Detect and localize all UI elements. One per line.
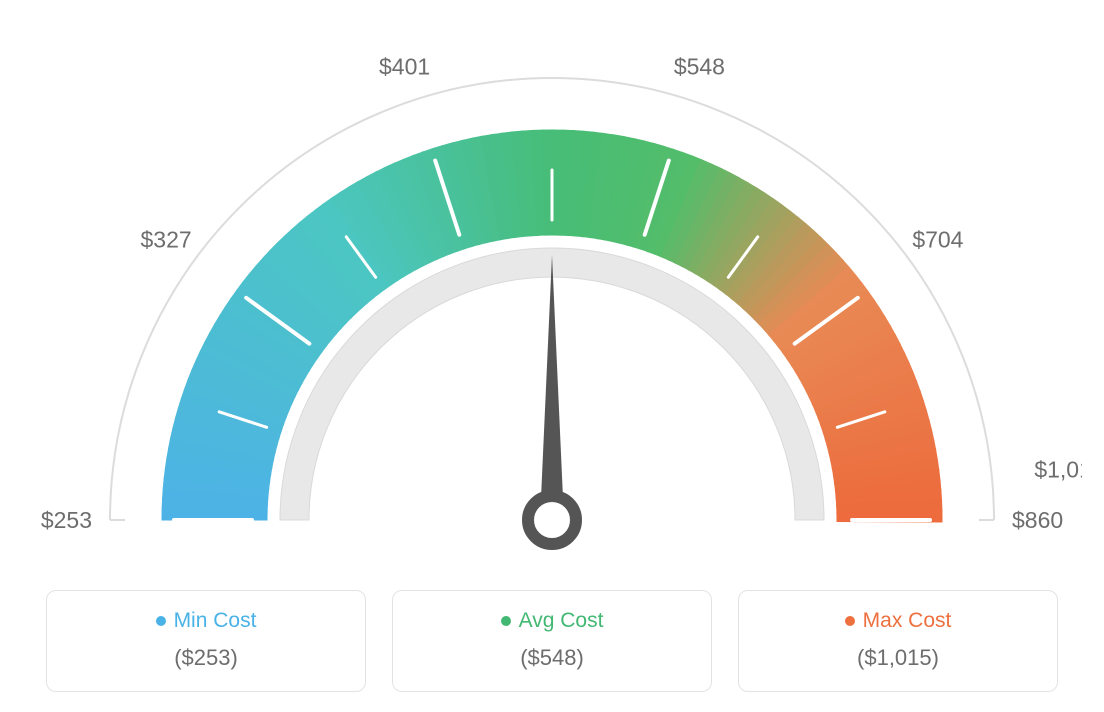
legend-value-max: ($1,015) bbox=[749, 645, 1047, 671]
legend-card-avg: Avg Cost ($548) bbox=[392, 590, 712, 692]
legend-label-line-max: Max Cost bbox=[845, 609, 952, 633]
legend-label-avg: Avg Cost bbox=[519, 609, 604, 633]
legend-dot-avg bbox=[501, 616, 511, 626]
gauge-tick-label: $253 bbox=[41, 507, 92, 533]
legend-row: Min Cost ($253) Avg Cost ($548) Max Cost… bbox=[20, 590, 1084, 692]
legend-value-min: ($253) bbox=[57, 645, 355, 671]
gauge-tick-label: $327 bbox=[141, 227, 192, 253]
gauge-svg: $253 $327 $401 $548 $704 $860 $1,015 bbox=[22, 20, 1082, 580]
gauge-tick-label: $860 bbox=[1012, 507, 1063, 533]
legend-value-avg: ($548) bbox=[403, 645, 701, 671]
gauge-tick-label-max: $1,015 bbox=[1034, 456, 1082, 482]
gauge-tick-label: $401 bbox=[379, 53, 430, 79]
legend-dot-min bbox=[156, 616, 166, 626]
legend-label-min: Min Cost bbox=[174, 609, 257, 633]
cost-gauge-chart: $253 $327 $401 $548 $704 $860 $1,015 bbox=[20, 20, 1084, 580]
gauge-tick-label: $704 bbox=[912, 227, 963, 253]
gauge-needle bbox=[540, 255, 564, 520]
legend-card-min: Min Cost ($253) bbox=[46, 590, 366, 692]
gauge-tick-label: $548 bbox=[674, 53, 725, 79]
legend-card-max: Max Cost ($1,015) bbox=[738, 590, 1058, 692]
legend-label-line-min: Min Cost bbox=[156, 609, 257, 633]
legend-label-line-avg: Avg Cost bbox=[501, 609, 604, 633]
legend-dot-max bbox=[845, 616, 855, 626]
gauge-needle-pivot bbox=[528, 496, 576, 544]
legend-label-max: Max Cost bbox=[863, 609, 952, 633]
